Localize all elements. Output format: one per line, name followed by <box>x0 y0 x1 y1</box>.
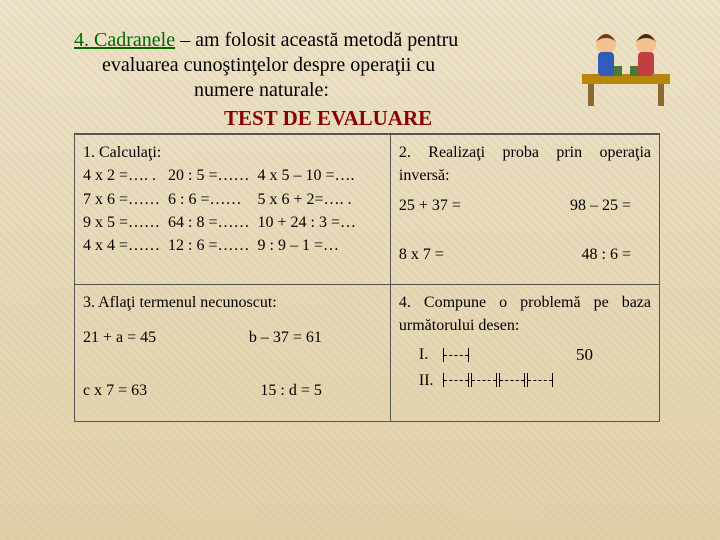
q1-cell: 9 x 5 =…… <box>83 211 168 234</box>
segment-icon <box>471 373 497 387</box>
students-at-desk-illustration <box>576 22 676 110</box>
quadrant-2: 2. Realizaţi proba prin operaţia inversă… <box>390 135 659 285</box>
q1-cell: 10 + 24 : 3 =… <box>258 211 365 234</box>
quadrant-table: 1. Calculaţi: 4 x 2 =…. . 20 : 5 =…… 4 x… <box>74 134 660 421</box>
q1-cell: 4 x 5 – 10 =…. <box>258 164 365 187</box>
q1-cell: 20 : 5 =…… <box>168 164 257 187</box>
segment-icon <box>443 373 469 387</box>
q1-cell: 9 : 9 – 1 =… <box>258 234 365 257</box>
q3-expr: c x 7 = 63 <box>83 379 147 402</box>
segment-icon <box>499 373 525 387</box>
q1-cell: 12 : 6 =…… <box>168 234 257 257</box>
quadrant-4: 4. Compune o problemă pe baza următorulu… <box>390 285 659 422</box>
title-lead: 4. Cadranele <box>74 29 175 51</box>
segment-icon <box>527 373 553 387</box>
q1-cell: 6 : 6 =…… <box>168 188 257 211</box>
q3-title: 3. Aflaţi termenul necunoscut: <box>83 291 382 314</box>
q3-expr: 15 : d = 5 <box>260 379 321 402</box>
title-rest1: – am folosit această metodă pentru <box>175 29 458 51</box>
title-line3: numere naturale: <box>74 78 660 103</box>
q2-title: 2. Realizaţi proba prin operaţia inversă… <box>399 141 651 187</box>
test-title: TEST DE EVALUARE <box>74 105 660 134</box>
q4-roman-2: II. <box>419 369 443 392</box>
q1-cell: 64 : 8 =…… <box>168 211 257 234</box>
title-line2: evaluarea cunoştinţelor despre operaţii … <box>74 53 660 78</box>
segment-icon <box>443 348 469 362</box>
q4-diagram-row-1: I. 50 <box>419 343 651 366</box>
q2-expr: 8 x 7 = <box>399 243 444 266</box>
q1-title: 1. Calculaţi: <box>83 141 382 164</box>
q4-diagram-row-2: II. <box>419 369 651 392</box>
q4-fifty: 50 <box>576 343 593 368</box>
quadrant-1: 1. Calculaţi: 4 x 2 =…. . 20 : 5 =…… 4 x… <box>75 135 391 285</box>
q1-grid: 4 x 2 =…. . 20 : 5 =…… 4 x 5 – 10 =…. 7 … <box>83 164 364 257</box>
q4-title: 4. Compune o problemă pe baza următorulu… <box>399 291 651 337</box>
q4-segments-2 <box>443 373 553 387</box>
q2-expr: 48 : 6 = <box>582 243 631 266</box>
header-block: 4. Cadranele – am folosit această metodă… <box>74 28 660 134</box>
q1-cell: 4 x 2 =…. . <box>83 164 168 187</box>
q4-roman-1: I. <box>419 343 443 366</box>
q1-cell: 5 x 6 + 2=…. . <box>258 188 365 211</box>
q1-cell: 4 x 4 =…… <box>83 234 168 257</box>
q2-expr: 25 + 37 = <box>399 194 461 217</box>
q3-expr: 21 + a = 45 <box>83 326 156 349</box>
q4-segments-1 <box>443 348 469 362</box>
quadrant-3: 3. Aflaţi termenul necunoscut: 21 + a = … <box>75 285 391 422</box>
q3-expr: b – 37 = 61 <box>249 326 322 349</box>
q2-expr: 98 – 25 = <box>570 194 631 217</box>
q1-cell: 7 x 6 =…… <box>83 188 168 211</box>
